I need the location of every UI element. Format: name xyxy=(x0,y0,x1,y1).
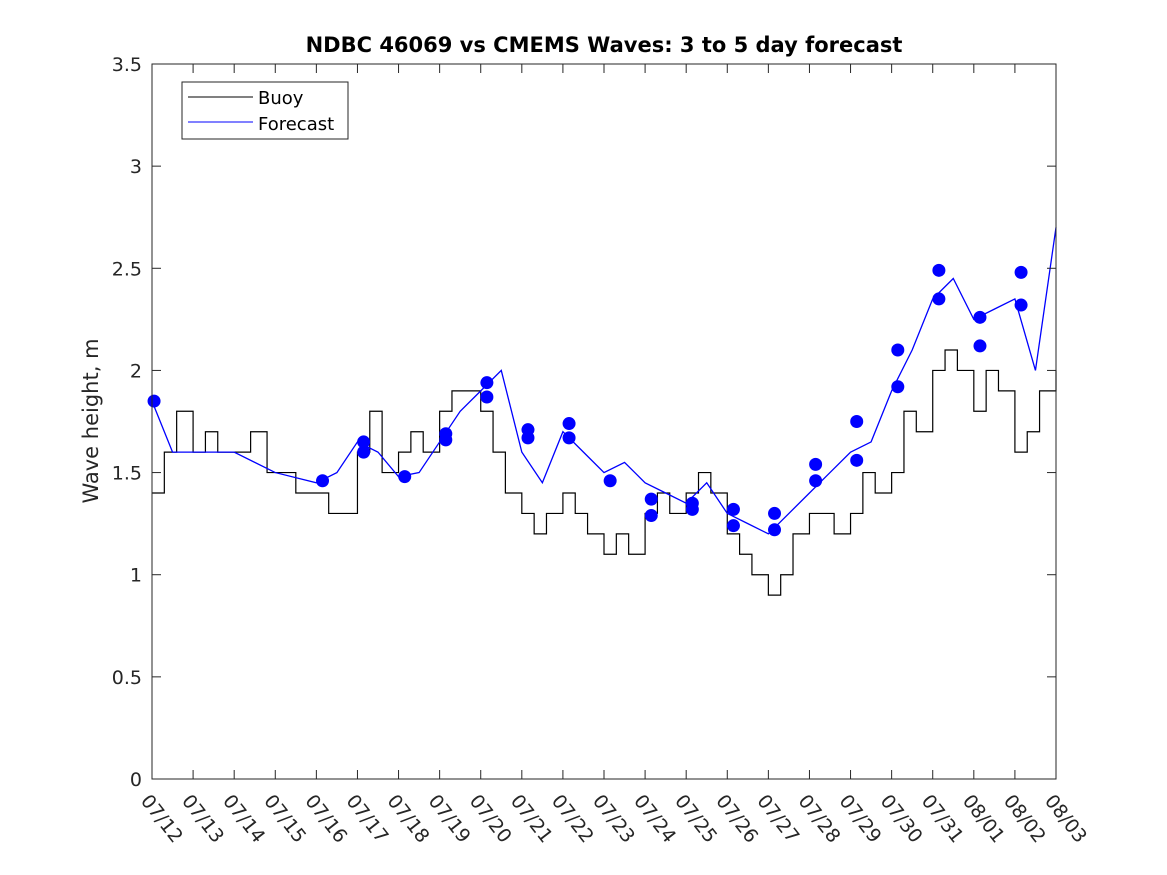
forecast-point xyxy=(603,474,617,488)
plot-area xyxy=(147,63,1057,780)
forecast-point xyxy=(891,380,905,394)
forecast-point xyxy=(973,310,987,324)
forecast-point xyxy=(973,339,987,353)
y-tick-label: 0 xyxy=(130,769,142,791)
series-forecast-line xyxy=(151,227,1057,535)
forecast-point xyxy=(768,523,782,537)
series-buoy-line xyxy=(152,349,1057,596)
y-tick-label: 3.5 xyxy=(112,54,142,76)
plot-background xyxy=(152,64,1056,779)
forecast-point xyxy=(644,508,658,522)
legend-forecast-label: Forecast xyxy=(258,114,334,135)
y-tick-label: 1.5 xyxy=(112,463,142,485)
y-tick-label: 2 xyxy=(130,360,142,382)
y-tick-label: 2.5 xyxy=(112,258,142,280)
y-axis-label: Wave height, m xyxy=(79,338,103,503)
forecast-point xyxy=(357,435,371,449)
forecast-point xyxy=(932,263,946,277)
forecast-point xyxy=(1014,265,1028,279)
legend: Buoy Forecast xyxy=(181,81,349,140)
forecast-point xyxy=(147,394,161,408)
y-tick-label: 3 xyxy=(130,156,142,178)
y-tick-label: 1 xyxy=(130,565,142,587)
forecast-point xyxy=(891,343,905,357)
legend-box xyxy=(181,81,349,140)
forecast-point xyxy=(398,470,412,484)
legend-buoy-label: Buoy xyxy=(258,88,304,109)
forecast-point xyxy=(768,506,782,520)
forecast-point xyxy=(809,474,823,488)
forecast-point xyxy=(644,492,658,506)
forecast-point xyxy=(480,376,494,390)
forecast-point xyxy=(1014,298,1028,312)
forecast-point xyxy=(480,390,494,404)
forecast-point xyxy=(439,433,453,447)
y-tick-label: 0.5 xyxy=(112,667,142,689)
forecast-point xyxy=(850,453,864,467)
forecast-point xyxy=(726,519,740,533)
forecast-point xyxy=(850,415,864,428)
forecast-point xyxy=(357,445,371,459)
forecast-point xyxy=(562,431,576,445)
forecast-point xyxy=(685,502,699,516)
forecast-point xyxy=(521,431,535,445)
chart-title: NDBC 46069 vs CMEMS Waves: 3 to 5 day fo… xyxy=(306,33,903,57)
y-axis: 0 0.5 1 1.5 2 2.5 3 3.5 xyxy=(112,54,1056,791)
forecast-point xyxy=(932,292,946,306)
forecast-point xyxy=(316,474,330,488)
forecast-point xyxy=(809,457,823,471)
forecast-point xyxy=(562,417,576,431)
forecast-point xyxy=(726,502,740,516)
